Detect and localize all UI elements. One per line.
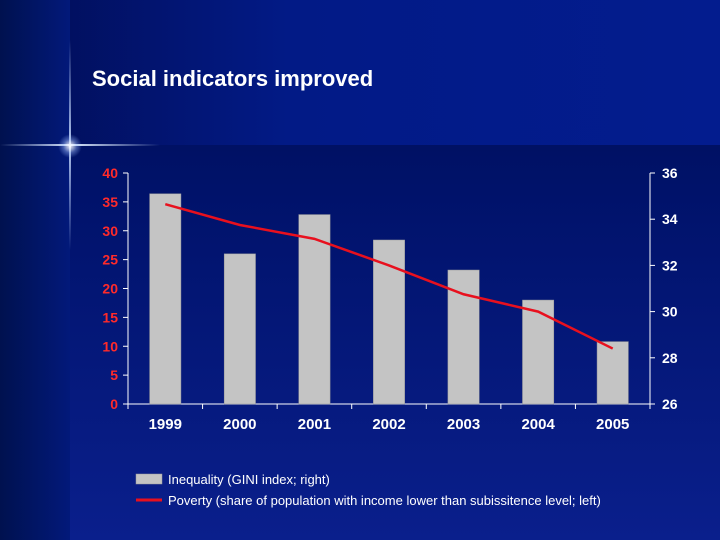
slide-header-band (0, 0, 720, 145)
bar (447, 269, 480, 405)
left-axis-ticks: 0 5 10 15 20 25 30 35 40 (102, 165, 128, 412)
left-tick-label: 5 (110, 367, 118, 383)
slide-left-band (0, 0, 70, 540)
left-tick-label: 30 (102, 223, 118, 239)
chart-line (164, 202, 614, 350)
chart-legend: Inequality (GINI index; right) Poverty (s… (135, 472, 601, 508)
x-tick-label: 2005 (596, 416, 629, 433)
bar (223, 253, 256, 405)
x-tick-label: 2001 (298, 416, 331, 433)
right-tick-label: 32 (662, 257, 678, 273)
left-tick-label: 20 (102, 281, 118, 297)
x-tick-label: 2002 (372, 416, 405, 433)
right-axis-ticks: 26 28 30 32 34 36 (650, 165, 678, 412)
bar (298, 214, 331, 405)
left-tick-label: 10 (102, 338, 118, 354)
left-tick-label: 15 (102, 309, 118, 325)
x-axis-ticks: 1999 2000 2001 2002 2003 2004 2005 (127, 404, 651, 433)
left-tick-label: 35 (102, 194, 118, 210)
bar (373, 239, 405, 405)
right-tick-label: 30 (662, 304, 678, 320)
slide-title: Social indicators improved (92, 66, 374, 91)
legend-label-line: Poverty (share of population with income… (168, 493, 601, 508)
legend-label-bar: Inequality (GINI index; right) (168, 472, 330, 487)
sparkle-glow (58, 134, 82, 158)
left-tick-label: 25 (102, 252, 118, 268)
right-tick-label: 28 (662, 350, 678, 366)
right-tick-label: 34 (662, 211, 678, 227)
bar (149, 193, 182, 405)
chart-bars (149, 193, 629, 405)
left-tick-label: 40 (102, 165, 118, 181)
x-tick-label: 1999 (149, 416, 182, 433)
bar (596, 341, 629, 405)
x-tick-label: 2004 (521, 416, 555, 433)
x-tick-label: 2003 (447, 416, 480, 433)
right-tick-label: 36 (662, 165, 678, 181)
x-tick-label: 2000 (223, 416, 256, 433)
legend-swatch-bar (135, 473, 163, 485)
left-tick-label: 0 (110, 396, 118, 412)
right-tick-label: 26 (662, 396, 678, 412)
